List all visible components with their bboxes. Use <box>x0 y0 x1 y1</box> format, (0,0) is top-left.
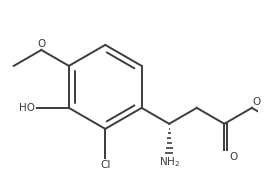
Text: O: O <box>37 39 46 49</box>
Text: NH$_2$: NH$_2$ <box>159 156 180 169</box>
Text: HO: HO <box>19 103 35 113</box>
Text: Cl: Cl <box>100 160 110 170</box>
Text: O: O <box>253 97 261 107</box>
Text: O: O <box>230 152 238 162</box>
